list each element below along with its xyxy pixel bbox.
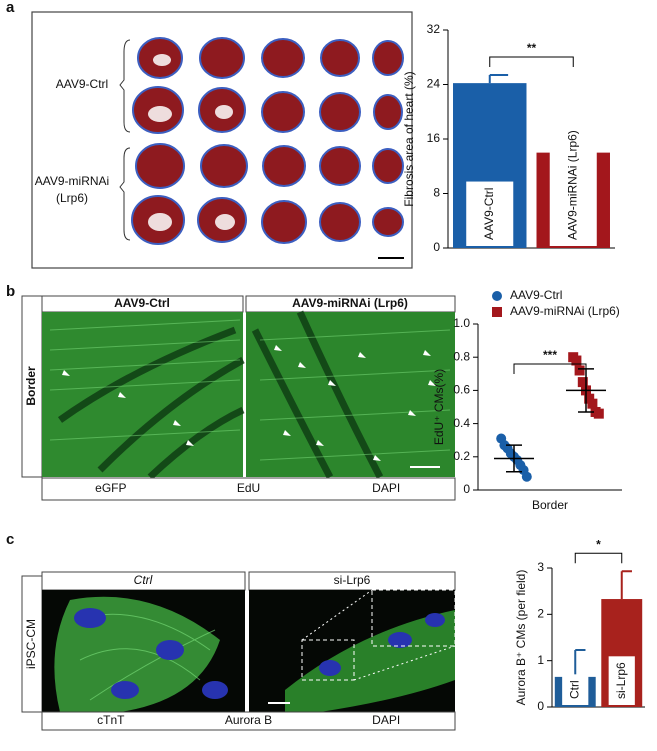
column-label: Ctrl xyxy=(134,573,153,587)
y-tick-label: 1.0 xyxy=(453,316,470,330)
stain-label: DAPI xyxy=(372,481,400,495)
column-label: AAV9-Ctrl xyxy=(114,296,170,310)
y-tick-label: 0 xyxy=(537,699,544,713)
bar-label-box xyxy=(549,124,597,246)
bar-label: Ctrl xyxy=(567,680,581,699)
panel-label: c xyxy=(6,531,14,548)
significance-bracket xyxy=(489,56,574,67)
stain-label: Aurora B xyxy=(225,713,272,727)
column-label: AAV9-miRNAi (Lrp6) xyxy=(292,296,408,310)
heart-sections xyxy=(31,11,413,269)
legend-marker xyxy=(492,291,502,301)
group-label: AAV9-Ctrl xyxy=(56,77,108,91)
significance: *** xyxy=(543,348,557,362)
y-tick-label: 0 xyxy=(433,240,440,254)
microscopy-b xyxy=(21,295,456,501)
bar-label-box xyxy=(562,674,589,705)
error-bar xyxy=(620,570,632,600)
group-label: (Lrp6) xyxy=(56,191,88,205)
y-tick-label: 3 xyxy=(537,560,544,574)
error-bar xyxy=(488,73,509,84)
microscopy-c xyxy=(21,571,456,731)
bar-label-box xyxy=(608,656,635,705)
stain-label: DAPI xyxy=(372,713,400,727)
y-tick-label: 0 xyxy=(463,482,470,496)
row-label: Border xyxy=(24,366,38,406)
y-tick-label: 16 xyxy=(427,131,441,145)
y-tick-label: 0.2 xyxy=(453,449,470,463)
point xyxy=(587,398,598,409)
significance-bracket xyxy=(513,363,587,374)
y-tick-label: 0.4 xyxy=(453,416,470,430)
point xyxy=(521,471,532,482)
y-axis-label: EdU⁺ CMs(%) xyxy=(432,369,446,445)
group-label: AAV9-miRNAi xyxy=(35,174,109,188)
y-axis-label: Aurora B⁺ CMs (per field) xyxy=(514,570,528,706)
sd-bar xyxy=(506,444,522,473)
y-tick-label: 32 xyxy=(427,22,441,36)
y-tick-label: 2 xyxy=(537,607,544,621)
stain-label: cTnT xyxy=(97,713,125,727)
legend-label: AAV9-miRNAi (Lrp6) xyxy=(510,304,620,318)
bar-label-box xyxy=(466,181,514,246)
significance-bracket xyxy=(574,552,623,564)
point xyxy=(577,377,588,388)
point xyxy=(593,408,604,419)
y-tick-label: 24 xyxy=(427,77,441,91)
significance: ** xyxy=(527,41,537,55)
stain-label: EdU xyxy=(237,481,260,495)
legend-label: AAV9-Ctrl xyxy=(510,288,562,302)
row-label: iPSC-CM xyxy=(24,619,38,669)
legend-marker xyxy=(492,307,502,317)
error-bar xyxy=(574,649,586,677)
y-tick-label: 1 xyxy=(537,653,544,667)
point xyxy=(574,365,585,376)
x-axis-label: Border xyxy=(532,498,568,512)
bar-label: AAV9-Ctrl xyxy=(482,188,496,240)
significance: * xyxy=(596,537,601,551)
stain-label: eGFP xyxy=(95,481,126,495)
panel-label: a xyxy=(6,0,15,16)
bar-label: AAV9-miRNAi (Lrp6) xyxy=(565,130,579,240)
panel-label: b xyxy=(6,283,15,300)
column-label: si-Lrp6 xyxy=(334,573,371,587)
y-tick-label: 0.8 xyxy=(453,349,470,363)
bar-label: si-Lrp6 xyxy=(614,662,628,699)
y-axis-label: Fibrosis area of heart (%) xyxy=(402,71,416,206)
y-tick-label: 8 xyxy=(433,186,440,200)
y-tick-label: 0.6 xyxy=(453,383,470,397)
point xyxy=(571,355,582,366)
